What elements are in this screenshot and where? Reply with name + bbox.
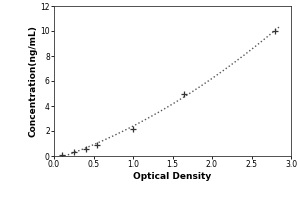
X-axis label: Optical Density: Optical Density <box>134 172 212 181</box>
Y-axis label: Concentration(ng/mL): Concentration(ng/mL) <box>28 25 38 137</box>
